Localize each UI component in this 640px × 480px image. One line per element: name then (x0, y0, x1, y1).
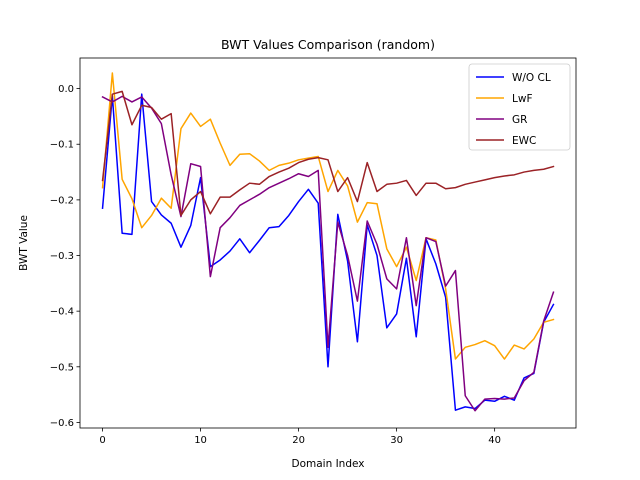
legend-label: W/O CL (512, 72, 551, 84)
x-tick-label: 10 (194, 435, 207, 446)
y-tick-label: −0.1 (50, 140, 74, 151)
y-axis-label: BWT Value (18, 215, 30, 271)
series-lines (101, 72, 555, 412)
x-tick-label: 0 (99, 435, 105, 446)
y-tick-label: −0.3 (50, 251, 74, 262)
legend-label: GR (512, 114, 527, 126)
x-tick-label: 20 (292, 435, 305, 446)
legend-label: LwF (512, 93, 532, 105)
x-tick-label: 40 (488, 435, 501, 446)
y-tick-label: −0.4 (50, 307, 74, 318)
legend-box (468, 63, 571, 151)
plot-frame (79, 57, 577, 429)
x-axis-label: Domain Index (292, 458, 365, 470)
y-tick-label: −0.5 (50, 362, 74, 373)
legend: W/O CL LwF GR EWC (468, 63, 571, 151)
series-line-3 (101, 90, 555, 217)
legend-label: EWC (512, 135, 536, 147)
series-line-2 (101, 95, 555, 412)
y-tick-label: −0.2 (50, 195, 74, 206)
x-axis: 0 10 20 30 40 (99, 428, 501, 446)
chart-title: BWT Values Comparison (random) (221, 37, 435, 52)
x-tick-label: 30 (390, 435, 403, 446)
series-line-1 (101, 72, 555, 360)
y-axis: 0.0 −0.1 −0.2 −0.3 −0.4 −0.5 −0.6 (50, 84, 80, 429)
y-tick-label: 0.0 (58, 84, 74, 95)
y-tick-label: −0.6 (50, 418, 74, 429)
